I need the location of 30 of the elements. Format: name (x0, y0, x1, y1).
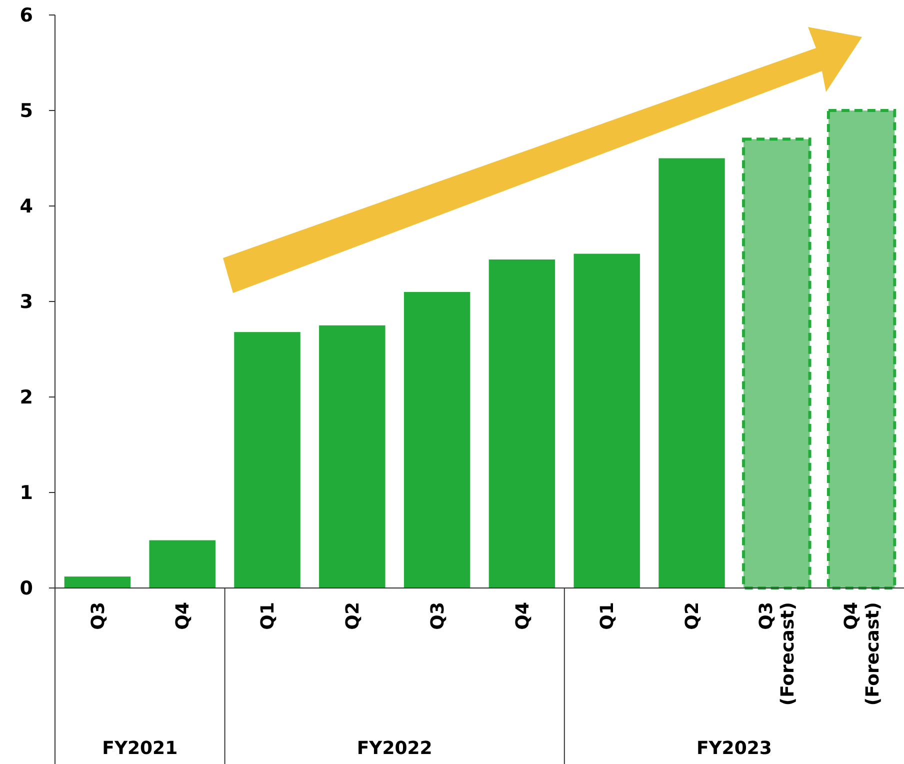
text: FY2021 (102, 738, 178, 759)
bar (658, 158, 725, 588)
x-tick-label: Q3 (Forecast) (756, 602, 799, 706)
x-tick-label: Q4 (172, 602, 194, 630)
x-tick-label: Q3 (427, 602, 448, 630)
y-tick-label: 5 (20, 100, 33, 122)
bar (826, 109, 896, 590)
y-tick-label: 1 (20, 482, 33, 504)
y-tick-label: 3 (20, 291, 33, 314)
bar (149, 540, 216, 588)
text: FY2022 (356, 738, 432, 759)
bar (404, 292, 470, 588)
bar (234, 332, 300, 588)
text: FY2023 (696, 738, 772, 759)
bar (574, 254, 640, 588)
x-tick-label: Q3 (88, 602, 109, 630)
bar (488, 259, 556, 588)
x-tick-label: Q1 (597, 602, 618, 630)
x-tick-label: Q2 (682, 602, 704, 630)
x-tick-label: Q1 (258, 602, 279, 630)
x-tick-label: Q2 (342, 602, 364, 630)
bar (319, 325, 386, 588)
bar (742, 138, 812, 590)
y-tick-label: 4 (20, 196, 33, 218)
bar (64, 576, 131, 588)
y-tick-label: 6 (20, 4, 33, 27)
x-tick-label: Q4 (Forecast) (841, 602, 884, 706)
x-tick-label: Q4 (512, 602, 534, 630)
y-tick-label: 2 (20, 386, 33, 409)
y-tick-label: 0 (20, 578, 33, 600)
